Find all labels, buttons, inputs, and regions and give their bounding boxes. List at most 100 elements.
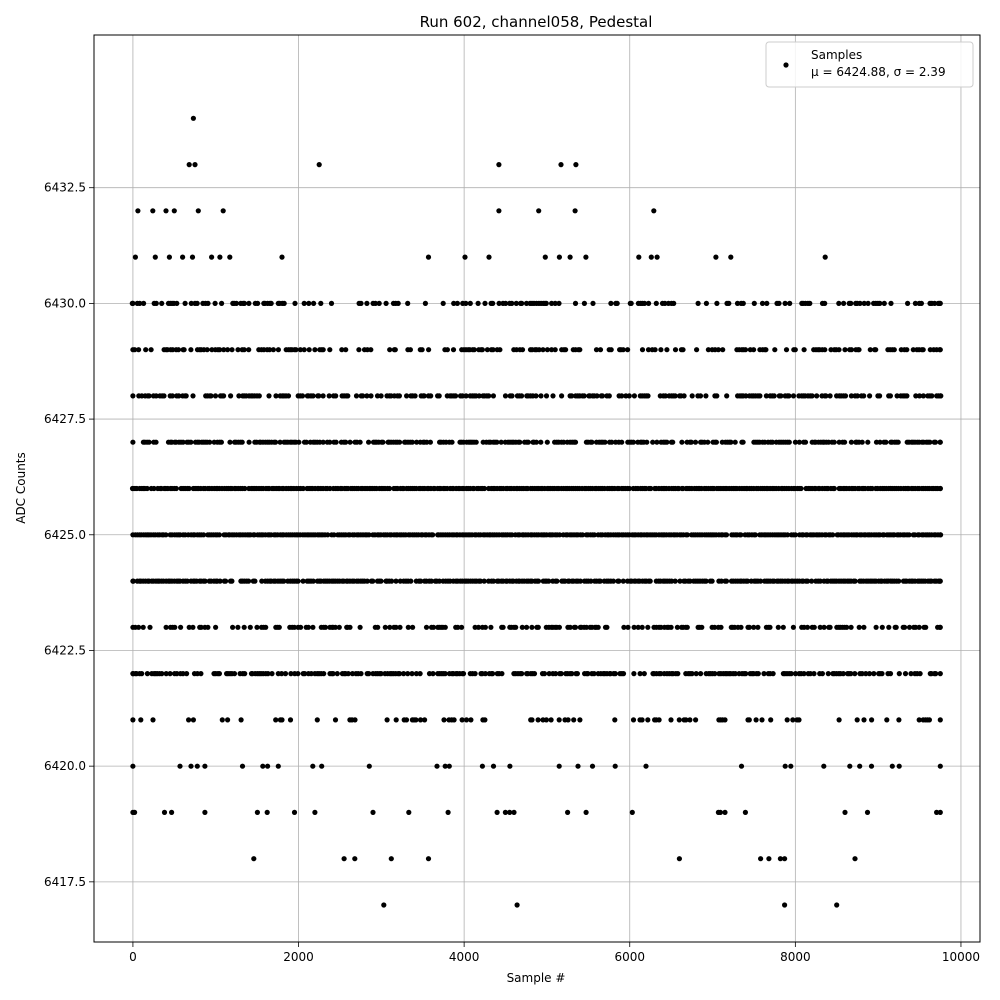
data-point bbox=[904, 393, 910, 399]
data-point bbox=[672, 347, 679, 353]
data-point bbox=[295, 578, 301, 584]
data-point bbox=[738, 624, 744, 630]
data-point bbox=[745, 578, 751, 584]
data-point bbox=[221, 347, 227, 353]
data-point bbox=[479, 347, 485, 353]
data-point bbox=[358, 671, 364, 677]
data-point bbox=[594, 393, 600, 399]
data-point bbox=[904, 347, 910, 353]
data-point bbox=[198, 671, 204, 677]
data-point bbox=[807, 300, 813, 306]
data-point bbox=[636, 254, 642, 260]
data-point bbox=[500, 624, 506, 630]
data-point bbox=[182, 300, 188, 306]
data-point bbox=[273, 717, 279, 723]
data-point bbox=[645, 624, 651, 630]
data-point bbox=[334, 671, 340, 677]
data-point bbox=[771, 393, 777, 399]
data-point bbox=[819, 671, 826, 677]
data-point bbox=[430, 671, 436, 677]
data-point bbox=[662, 300, 668, 306]
data-point bbox=[230, 624, 236, 630]
data-point bbox=[519, 671, 525, 677]
data-point bbox=[181, 347, 187, 353]
data-point bbox=[712, 671, 718, 677]
data-point bbox=[442, 671, 448, 677]
data-point bbox=[322, 624, 329, 630]
data-point bbox=[151, 485, 157, 492]
legend-box bbox=[765, 41, 974, 88]
data-point bbox=[374, 393, 381, 399]
data-point bbox=[217, 347, 223, 353]
data-point bbox=[565, 809, 571, 816]
data-point bbox=[444, 347, 450, 353]
data-point bbox=[231, 671, 238, 677]
data-point bbox=[698, 671, 704, 677]
data-point bbox=[378, 578, 384, 584]
data-point bbox=[386, 485, 393, 492]
data-point bbox=[871, 671, 877, 677]
data-point bbox=[287, 717, 294, 723]
data-point bbox=[186, 485, 192, 492]
data-point bbox=[759, 717, 765, 723]
data-point bbox=[316, 162, 322, 168]
data-point bbox=[135, 208, 141, 214]
data-point bbox=[144, 671, 150, 677]
data-point bbox=[207, 439, 213, 445]
data-point bbox=[937, 393, 943, 399]
data-point bbox=[713, 439, 720, 445]
data-point bbox=[639, 624, 645, 630]
data-point bbox=[208, 393, 214, 399]
data-point bbox=[792, 671, 799, 677]
data-point bbox=[479, 763, 485, 769]
data-point bbox=[254, 624, 260, 630]
y-axis-label: ADC Counts bbox=[14, 452, 28, 524]
data-point bbox=[481, 578, 487, 584]
data-point bbox=[368, 393, 374, 399]
data-point bbox=[345, 671, 351, 677]
data-point bbox=[343, 439, 349, 445]
data-point bbox=[937, 439, 943, 445]
data-point bbox=[409, 439, 415, 445]
data-point bbox=[896, 717, 902, 723]
data-point bbox=[316, 393, 322, 399]
data-point bbox=[430, 532, 436, 538]
data-point bbox=[549, 300, 555, 306]
data-point bbox=[496, 300, 502, 306]
data-point bbox=[333, 393, 339, 399]
data-point bbox=[459, 624, 465, 630]
data-point bbox=[672, 393, 678, 399]
data-point bbox=[724, 393, 730, 399]
data-point bbox=[648, 485, 654, 492]
data-point bbox=[557, 532, 563, 538]
data-point bbox=[823, 393, 829, 399]
data-point bbox=[336, 624, 342, 630]
data-point bbox=[893, 624, 899, 630]
data-point bbox=[681, 393, 687, 399]
data-point bbox=[387, 347, 393, 353]
data-point bbox=[159, 300, 165, 306]
data-point bbox=[306, 347, 312, 353]
data-point bbox=[490, 393, 496, 399]
data-point bbox=[842, 809, 848, 816]
data-point bbox=[472, 671, 478, 677]
data-point bbox=[763, 347, 769, 353]
data-point bbox=[148, 347, 154, 353]
data-point bbox=[763, 393, 770, 399]
legend-series-label: Samples bbox=[811, 48, 862, 62]
data-point bbox=[705, 439, 711, 445]
data-point bbox=[662, 393, 669, 399]
data-point bbox=[641, 300, 648, 306]
data-point bbox=[451, 717, 457, 723]
data-point bbox=[454, 300, 460, 306]
data-point bbox=[827, 624, 833, 630]
data-point bbox=[714, 300, 720, 306]
data-point bbox=[554, 578, 560, 584]
data-point bbox=[676, 717, 682, 723]
data-point bbox=[163, 532, 169, 538]
data-point bbox=[571, 717, 577, 723]
data-point bbox=[565, 717, 571, 723]
data-point bbox=[227, 254, 233, 260]
data-point bbox=[186, 624, 192, 630]
data-point bbox=[246, 347, 252, 353]
